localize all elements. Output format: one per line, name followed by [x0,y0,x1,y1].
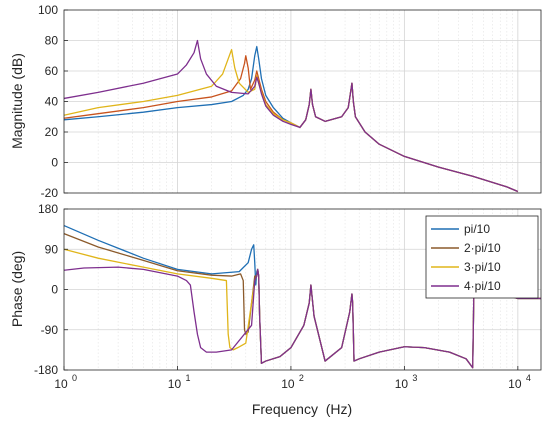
y-tick-label: 0 [51,283,58,297]
legend-label-1: pi/10 [464,222,490,236]
y-tick-label: 80 [45,34,59,48]
x-tick-label: 10 [395,377,409,391]
y-tick-label: -180 [34,363,58,377]
y-tick-label: -20 [41,186,59,200]
legend: pi/10 2·pi/10 3·pi/10 4·pi/10 [425,215,539,299]
x-tick-label: 10 [281,377,295,391]
phase-y-ticks: -180 -90 0 90 180 [34,202,68,377]
y-tick-label: 0 [51,156,58,170]
magnitude-y-ticks: -20 0 20 40 60 80 100 [38,3,68,200]
y-tick-label: 180 [38,202,58,216]
x-axis-label: Frequency (Hz) [252,401,352,417]
y-tick-label: 20 [45,125,59,139]
legend-label-3: 3·pi/10 [464,260,501,274]
x-tick-exponent: 0 [72,373,77,383]
y-tick-label: 90 [45,242,59,256]
y-tick-label: 60 [45,64,59,78]
legend-label-2: 2·pi/10 [464,241,501,255]
x-tick-label: 10 [168,377,182,391]
y-tick-label: 100 [38,3,58,17]
x-tick-exponent: 1 [185,373,190,383]
x-tick-exponent: 4 [526,373,531,383]
magnitude-series [63,39,519,193]
series-line-4 [63,266,541,369]
phase-series [63,224,541,369]
legend-label-4: 4·pi/10 [464,279,501,293]
y-tick-label: 40 [45,95,59,109]
magnitude-y-axis-label: Magnitude (dB) [9,53,25,149]
x-tick-label: 10 [54,377,68,391]
magnitude-panel: -20 0 20 40 60 80 100 Magnitude (dB) [9,3,542,200]
x-tick-label: 10 [508,377,522,391]
series-line-4 [63,39,519,193]
y-tick-label: -90 [41,323,59,337]
legend-entries: pi/10 2·pi/10 3·pi/10 4·pi/10 [431,222,501,293]
phase-x-ticks: 10 0 10 1 10 2 10 3 10 4 [54,366,531,391]
x-tick-exponent: 2 [299,373,304,383]
phase-y-axis-label: Phase (deg) [9,251,25,327]
x-tick-exponent: 3 [412,373,417,383]
